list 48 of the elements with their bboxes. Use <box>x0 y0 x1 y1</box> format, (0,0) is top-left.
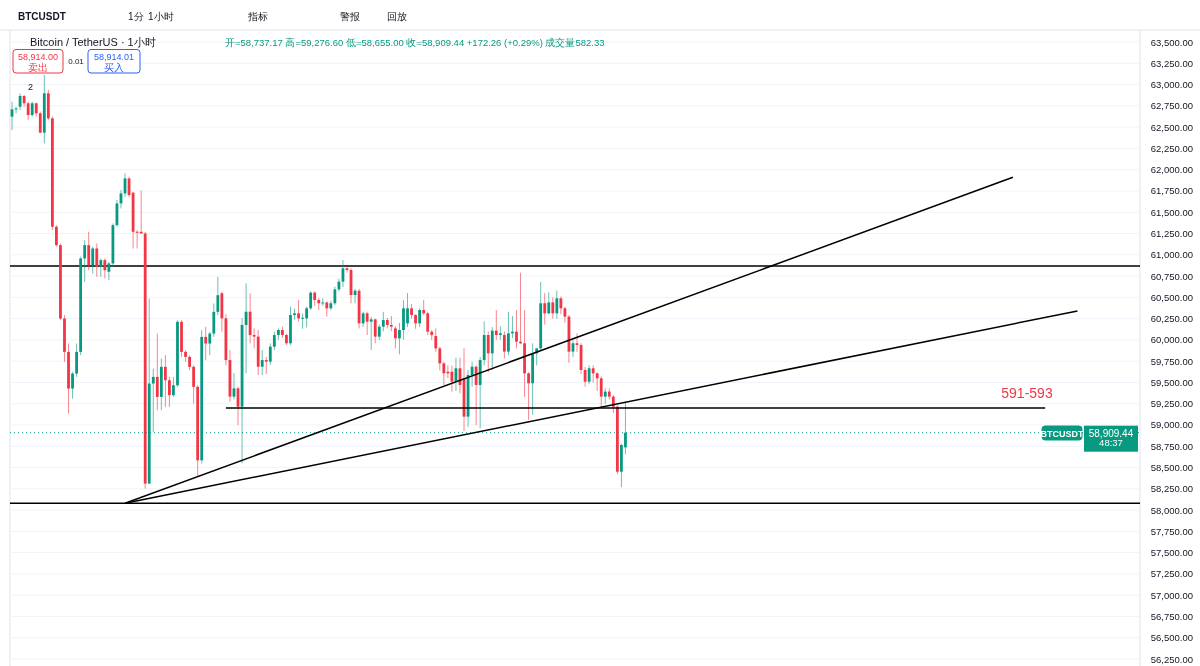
y-tick-label: 60,250.00 <box>1150 313 1193 325</box>
y-tick-label: 59,250.00 <box>1150 398 1193 410</box>
y-tick-label: 57,500.00 <box>1150 547 1193 559</box>
y-tick-label: 63,500.00 <box>1150 36 1193 48</box>
y-tick-label: 58,750.00 <box>1150 440 1193 452</box>
annotation: 48:37 <box>1099 437 1123 448</box>
y-tick-label: 63,000.00 <box>1150 79 1193 91</box>
annotation: BTCUSDT <box>1040 429 1084 439</box>
text: 指标 <box>247 11 268 22</box>
y-tick-label: 59,000.00 <box>1150 419 1193 431</box>
annotation: 58,914.00 <box>17 51 59 62</box>
y-tick-label: 57,000.00 <box>1150 589 1193 601</box>
text: BTCUSDT <box>18 11 66 22</box>
y-tick-label: 57,250.00 <box>1150 568 1193 580</box>
y-tick-label: 60,750.00 <box>1150 270 1193 282</box>
y-tick-label: 61,000.00 <box>1150 249 1193 261</box>
y-tick-label: 62,750.00 <box>1150 100 1193 112</box>
text: 1小时 <box>148 11 174 22</box>
y-tick-label: 59,750.00 <box>1150 355 1193 367</box>
annotation: 买入 <box>104 61 124 73</box>
y-tick-label: 62,250.00 <box>1150 142 1193 154</box>
y-tick-label: 61,750.00 <box>1150 185 1193 197</box>
text: 开=58,737.17 高=59,276.60 低=58,655.00 收=58,909.44 +172.26 (+0.29%) 成交量582.33 <box>225 37 605 48</box>
y-tick-label: 63,250.00 <box>1150 57 1193 69</box>
annotation: 0.01 <box>68 57 85 66</box>
y-tick-label: 56,500.00 <box>1150 632 1193 644</box>
y-tick-label: 61,250.00 <box>1150 227 1193 239</box>
ref-line-label: 58,909.44 <box>1088 427 1134 439</box>
annotation: 卖出 <box>28 61 48 73</box>
y-tick-label: 62,500.00 <box>1150 121 1193 133</box>
y-tick-label: 56,750.00 <box>1150 610 1193 622</box>
annotation: 58,914.01 <box>93 51 135 62</box>
annotation: 591-593 <box>1001 385 1053 401</box>
y-tick-label: 61,500.00 <box>1150 206 1193 218</box>
y-tick-label: 60,000.00 <box>1150 334 1193 346</box>
annotation: 2 <box>28 82 34 92</box>
text: 回放 <box>387 11 407 22</box>
y-tick-label: 59,500.00 <box>1150 376 1193 388</box>
text: Bitcoin / TetherUS · 1小时 <box>30 36 156 48</box>
y-tick-label: 58,500.00 <box>1150 462 1193 474</box>
y-tick-label: 60,500.00 <box>1150 291 1193 303</box>
y-tick-label: 56,250.00 <box>1150 653 1193 665</box>
y-tick-label: 58,250.00 <box>1150 483 1193 495</box>
y-tick-label: 62,000.00 <box>1150 164 1193 176</box>
y-tick-label: 57,750.00 <box>1150 525 1193 537</box>
y-tick-label: 58,000.00 <box>1150 504 1193 516</box>
text: 警报 <box>340 11 360 22</box>
text: 1分 <box>128 11 144 22</box>
